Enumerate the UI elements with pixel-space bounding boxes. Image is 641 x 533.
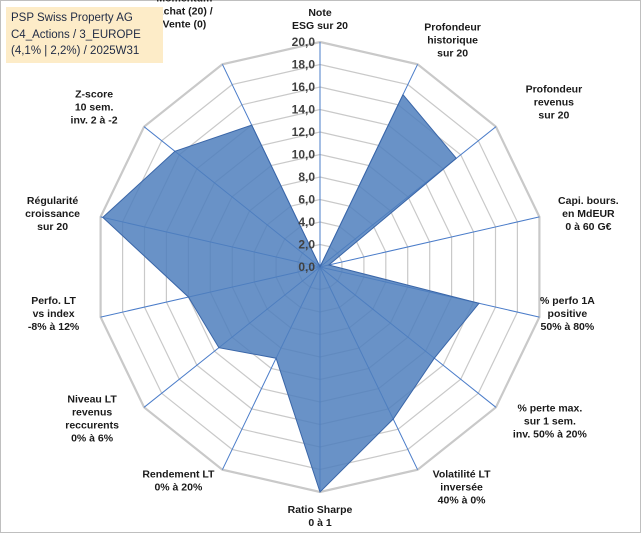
tick-label: 12,0 xyxy=(292,125,316,139)
axis-label: Ratio Sharpe 0 à 1 xyxy=(288,504,353,529)
series-area xyxy=(102,93,480,493)
tick-label: 8,0 xyxy=(298,170,315,184)
axis-label: Profondeur revenus sur 20 xyxy=(526,84,583,122)
title-line: (4,1% | 2,2%) / 2025W31 xyxy=(11,45,140,57)
tick-label: 4,0 xyxy=(298,215,315,229)
tick-label: 0,0 xyxy=(298,260,315,274)
axis-label: Volatilité LT inversée 40% à 0% xyxy=(433,469,492,507)
axis-label: Z-score 10 sem. inv. 2 à -2 xyxy=(71,89,118,127)
axis-label: Niveau LT revenus reccurents 0% à 6% xyxy=(65,393,119,444)
tick-label: 18,0 xyxy=(292,58,316,72)
tick-label: 2,0 xyxy=(298,238,315,252)
axis-label: Régularité croissance sur 20 xyxy=(25,195,80,233)
axis-label: Profondeur historique sur 20 xyxy=(424,21,481,59)
axis-label: Capi. bours. en MdEUR 0 à 60 G€ xyxy=(558,195,619,233)
axis-label: MomentumAchat (20) /Vente (0) xyxy=(156,0,213,30)
radar-series xyxy=(102,93,480,493)
axis-label: % perte max. sur 1 sem. inv. 50% à 20% xyxy=(513,402,588,440)
axis-spoke xyxy=(319,216,540,268)
title-line: PSP Swiss Property AG xyxy=(11,12,133,24)
tick-label: 14,0 xyxy=(292,103,316,117)
axis-label: % perfo 1A positive 50% à 80% xyxy=(540,295,595,333)
radar-tick-labels: 0,0 2,0 4,0 6,0 8,0 10,0 12,0 14,0 16,0 18,0 20,0 xyxy=(292,35,316,274)
tick-label: 20,0 xyxy=(292,35,316,49)
tick-label: 6,0 xyxy=(298,193,315,207)
axis-label: Perfo. LT vs index -8% à 12% xyxy=(28,295,80,333)
chart-title-box: PSP Swiss Property AG C4_Actions / 3_EUR… xyxy=(6,7,163,63)
title-line: C4_Actions / 3_EUROPE xyxy=(11,28,141,41)
axis-label: Rendement LT 0% à 20% xyxy=(142,469,215,494)
radar-axis-labels: Note ESG sur 20 Profondeur historique sur 20… xyxy=(25,0,619,529)
axis-label: Note ESG sur 20 xyxy=(292,7,348,32)
tick-label: 10,0 xyxy=(292,148,316,162)
tick-label: 16,0 xyxy=(292,80,316,94)
